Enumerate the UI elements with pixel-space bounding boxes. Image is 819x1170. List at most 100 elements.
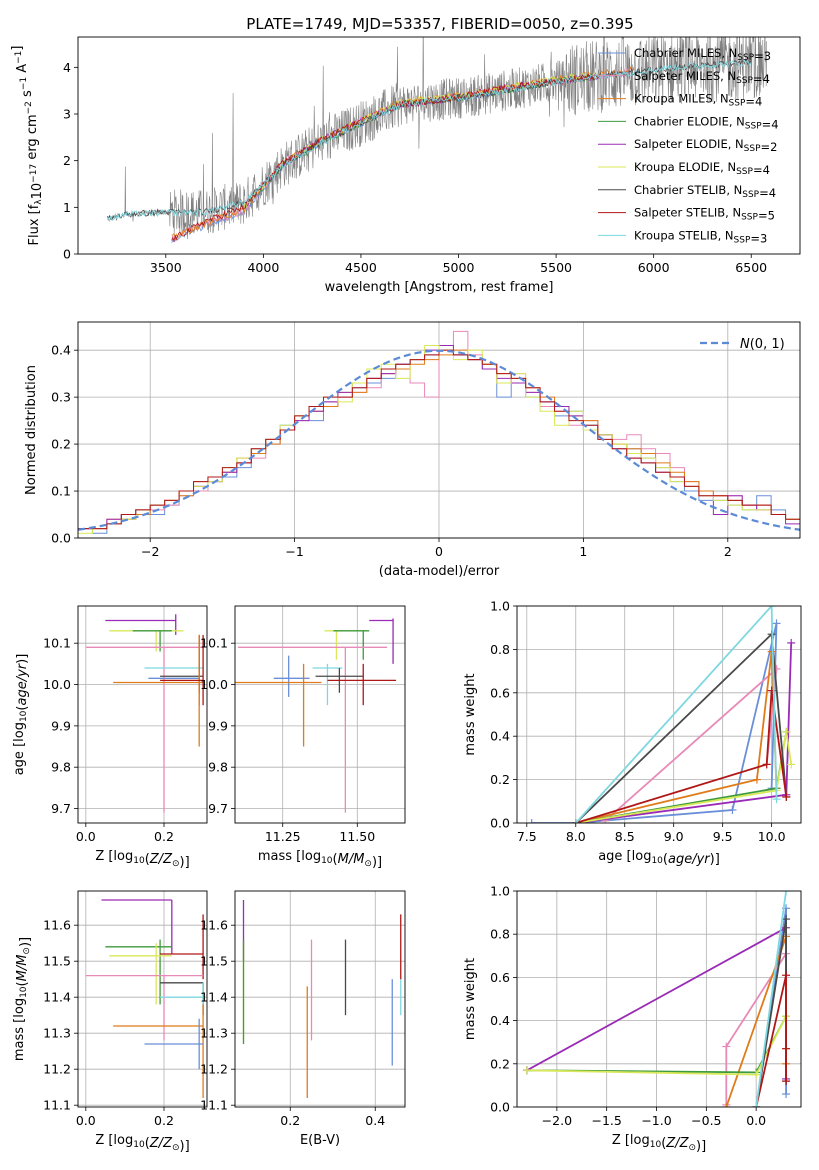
- label-part: SSP: [745, 121, 762, 131]
- legend-label-ss: Salpeter STELIB, NSSP=5: [634, 206, 775, 223]
- y-tick-label: 0.0: [490, 816, 510, 831]
- model-ke: [243, 72, 596, 211]
- weight-line-ss: [755, 975, 787, 1107]
- label-part: ⊙: [22, 947, 32, 955]
- x-tick-label: 0.0: [76, 1113, 96, 1128]
- x-axis-label: wavelength [Angstrom, rest frame]: [325, 280, 554, 295]
- label-part: E(B-V): [300, 1133, 340, 1148]
- y-tick-label: 11.1: [43, 1098, 71, 1113]
- label-part: 10: [19, 986, 29, 998]
- model-ss: [171, 74, 595, 243]
- legend-label-km: Kroupa MILES, NSSP=4: [634, 92, 762, 109]
- label-part: =4: [753, 163, 770, 177]
- x-tick-label: 0.0: [746, 1113, 766, 1128]
- label-part: age [log: [598, 849, 651, 864]
- y-tick-label: 0.8: [490, 642, 510, 657]
- legend-label-gauss: N(0, 1): [740, 337, 785, 352]
- legend-label-ks: Kroupa STELIB, NSSP=3: [634, 228, 767, 245]
- y-tick-label: 10.0: [43, 677, 71, 692]
- label-part: Z [log: [95, 1133, 133, 1148]
- y-tick-label: 0.4: [51, 343, 71, 358]
- weight-line-se: [575, 642, 793, 823]
- y-tick-label: 1.0: [490, 599, 510, 614]
- label-part: M/M: [15, 955, 30, 982]
- label-part: mass [log: [12, 998, 27, 1061]
- y-tick-label: 0.0: [490, 1100, 510, 1115]
- x-tick-label: 0.2: [280, 1113, 300, 1128]
- label-part: age/yr: [668, 852, 711, 867]
- y-axis-label: Normed distribution: [24, 365, 39, 495]
- x-tick-label: −1.0: [641, 1113, 671, 1128]
- y-tick-label: 11.5: [200, 954, 228, 969]
- y-tick-label: 0.2: [490, 1056, 510, 1071]
- label-part: Flux [f: [27, 204, 42, 245]
- y-tick-label: 11.6: [43, 918, 71, 933]
- weight-line-ks: [575, 606, 778, 823]
- label-part: )]: [696, 1139, 706, 1154]
- y-tick-label: 9.8: [51, 760, 71, 775]
- x-tick-label: −1: [285, 544, 303, 559]
- label-part: ⊙: [364, 859, 372, 869]
- label-part: SSP: [742, 190, 759, 200]
- panel-residuals: −2 −1 0 1 2 0.0 0.1 0.2 0.3 0.4 (data-model)/error…: [24, 321, 801, 579]
- label-part: −17: [29, 164, 39, 183]
- plot-area: [85, 614, 204, 813]
- label-part: −1: [14, 51, 24, 64]
- label-part: (data-model)/error: [379, 564, 500, 579]
- label-part: Salpeter ELODIE, N: [634, 137, 744, 151]
- panel-mass-vs-Z: 0.0 0.211.111.211.311.411.511.6Z [log10(Z…: [12, 890, 208, 1154]
- plot-area: [527, 606, 796, 823]
- y-axis-label: mass [log10(M/M⊙)]: [12, 937, 33, 1061]
- label-part: =4: [762, 117, 779, 131]
- panel-age-vs-Z: 0.0 0.29.79.89.910.010.1Z [log10(Z/Z⊙)]ag…: [12, 605, 208, 870]
- y-tick-label: 4: [63, 60, 71, 75]
- label-part: =4: [753, 72, 770, 86]
- model-ks: [106, 59, 752, 223]
- y-tick-label: 1.0: [490, 884, 510, 899]
- x-tick-label: 4000: [247, 260, 279, 275]
- label-part: s: [20, 90, 35, 101]
- figure-title: PLATE=1749, MJD=53357, FIBERID=0050, z=0…: [246, 15, 633, 33]
- legend-label-se: Salpeter ELODIE, NSSP=2: [634, 137, 777, 154]
- label-part: 10: [30, 183, 45, 200]
- label-part: ⊙: [172, 1143, 180, 1153]
- x-tick-label: 9.5: [713, 829, 733, 844]
- label-part: M/M: [338, 852, 365, 867]
- axes-frame: [516, 605, 802, 824]
- label-part: )]: [180, 1139, 190, 1154]
- x-tick-label: 0.0: [76, 829, 96, 844]
- label-part: (: [333, 852, 338, 867]
- y-axis-label: age [log10(age/yr)]: [12, 654, 30, 776]
- model-cs: [106, 59, 752, 221]
- label-part: 10: [19, 710, 29, 722]
- label-part: Z/Z: [149, 1136, 173, 1151]
- label-part: mass [log: [258, 849, 321, 864]
- x-tick-label: −2.0: [542, 1113, 572, 1128]
- label-part: age/yr: [15, 662, 30, 705]
- x-tick-label: 1: [579, 544, 587, 559]
- gaussian-curve: [78, 349, 800, 531]
- model-se: [243, 72, 596, 208]
- y-tick-label: 2: [63, 153, 71, 168]
- x-tick-label: 6000: [638, 260, 670, 275]
- x-tick-label: 5500: [540, 260, 572, 275]
- y-tick-label: 3: [63, 107, 71, 122]
- x-tick-label: 6500: [735, 260, 767, 275]
- label-part: =2: [761, 140, 778, 154]
- x-tick-label: 0: [435, 544, 443, 559]
- histogram-ss: [78, 349, 800, 530]
- label-part: (: [145, 852, 150, 867]
- label-part: Salpeter STELIB, N: [634, 206, 741, 220]
- weight-line-ks: [755, 891, 787, 1107]
- label-part: Z/Z: [665, 1136, 689, 1151]
- label-part: (: [661, 1136, 666, 1151]
- label-part: ⊙: [172, 859, 180, 869]
- label-part: Kroupa STELIB, N: [634, 228, 734, 242]
- label-part: erg cm: [25, 114, 40, 163]
- y-tick-label: 0.4: [490, 1013, 510, 1028]
- x-axis-label: mass [log10(M/M⊙)]: [258, 849, 382, 870]
- y-tick-label: 9.7: [51, 801, 71, 816]
- y-tick-label: 9.7: [208, 801, 228, 816]
- x-tick-label: 3500: [150, 260, 182, 275]
